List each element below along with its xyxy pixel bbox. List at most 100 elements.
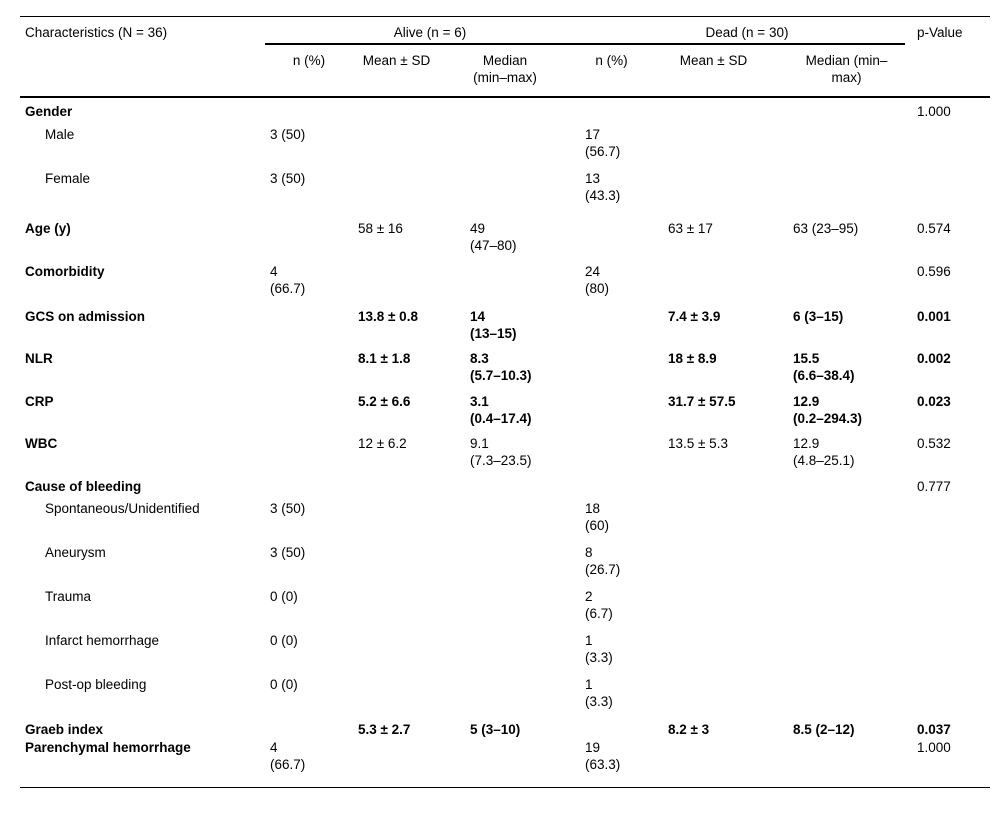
row-label: Parenchymal hemorrhage [25,740,191,755]
alive-mean-subheader: Mean ± SD [362,53,431,68]
table-row: Graeb index 5.3 ± 2.7 5 (3–10) 8.2 ± 3 8.5 (… [20,721,990,739]
cell-dead_median: 15.5 (6.6–38.4) [793,351,855,383]
row-label: WBC [25,436,58,451]
row-label: Male [45,127,75,142]
characteristics-header: Characteristics (N = 36) [25,25,168,40]
cell-dead_n: 1 (3.3) [585,677,613,709]
table-row: Infarct hemorrhage 0 (0) 1 (3.3) [20,632,990,676]
cell-p: 0.777 [917,479,951,494]
row-label: NLR [25,351,53,366]
cell-alive_median: 14 (13–15) [470,309,517,341]
cell-p: 0.002 [917,351,951,366]
table-row: Trauma 0 (0) 2 (6.7) [20,588,990,632]
cell-alive_median: 3.1 (0.4–17.4) [470,394,532,426]
pvalue-header: p-Value [917,25,963,40]
row-label: Female [45,171,91,186]
cell-alive_n: 4 (66.7) [270,264,306,296]
cell-alive_n: 0 (0) [270,633,298,648]
row-label: Post-op bleeding [45,677,147,692]
cell-p: 0.023 [917,394,951,409]
cell-dead_mean: 7.4 ± 3.9 [668,309,721,324]
cell-alive_n: 0 (0) [270,589,298,604]
cell-dead_n: 19 (63.3) [585,740,621,772]
subheader-spacer [20,45,265,96]
dead-n-subheader: n (%) [595,53,628,68]
row-label: Graeb index [25,722,104,737]
cell-p: 1.000 [917,104,951,119]
table-row: Aneurysm 3 (50) 8 (26.7) [20,544,990,588]
cell-p: 0.596 [917,264,951,279]
cell-alive_mean: 13.8 ± 0.8 [358,309,418,324]
cell-alive_mean: 5.3 ± 2.7 [358,722,411,737]
cell-alive_median: 8.3 (5.7–10.3) [470,351,532,383]
cell-p: 1.000 [917,740,951,755]
cell-p: 0.532 [917,436,951,451]
cell-alive_n: 3 (50) [270,501,306,516]
cell-alive_median: 49 (47–80) [470,221,517,253]
cell-alive_mean: 8.1 ± 1.8 [358,351,411,366]
table-row: WBC 12 ± 6.2 9.1 (7.3–23.5) 13.5 ± 5.3 12.9 … [20,435,990,478]
cell-alive_n: 3 (50) [270,127,306,142]
cell-alive_n: 0 (0) [270,677,298,692]
cell-dead_n: 24 (80) [585,264,610,296]
row-label: Gender [25,104,73,119]
cell-dead_mean: 31.7 ± 57.5 [668,394,736,409]
cell-alive_mean: 5.2 ± 6.6 [358,394,411,409]
row-label: GCS on admission [25,309,146,324]
cell-dead_n: 13 (43.3) [585,171,621,203]
cell-dead_n: 2 (6.7) [585,589,613,621]
dead-median-subheader: Median (min– max) [805,53,888,85]
cell-dead_median: 63 (23–95) [793,221,859,236]
row-label: Aneurysm [45,545,106,560]
cell-alive_mean: 58 ± 16 [358,221,403,236]
table-row: Spontaneous/Unidentified 3 (50) 18 (60) [20,500,990,544]
cell-dead_mean: 13.5 ± 5.3 [668,436,728,451]
table-subheaders: n (%) Mean ± SD Median (min–max) n (%) M… [20,45,990,98]
table-row: GCS on admission 13.8 ± 0.8 14 (13–15) 7.4 … [20,308,990,350]
cell-dead_n: 17 (56.7) [585,127,621,159]
table-row: Post-op bleeding 0 (0) 1 (3.3) [20,676,990,721]
alive-group-header: Alive (n = 6) [265,17,580,45]
table-row: Parenchymal hemorrhage 4 (66.7) 19 (63.3) 1… [20,739,990,773]
cell-p: 0.037 [917,722,951,737]
table-row: Male 3 (50) 17 (56.7) [20,126,990,170]
characteristics-table: Characteristics (N = 36) Alive (n = 6) D… [20,16,990,788]
table-body: Gender 1.000 Male 3 (50) 17 (56.7) Female 3 (5… [20,98,990,788]
cell-dead_mean: 18 ± 8.9 [668,351,717,366]
cell-dead_median: 12.9 (4.8–25.1) [793,436,855,468]
cell-p: 0.574 [917,221,951,236]
cell-dead_n: 8 (26.7) [585,545,621,577]
row-label: CRP [25,394,54,409]
row-label: Trauma [45,589,92,604]
table-row: Gender 1.000 [20,103,990,126]
table-row: Female 3 (50) 13 (43.3) [20,170,990,220]
table-header-groups: Characteristics (N = 36) Alive (n = 6) D… [20,17,990,45]
cell-dead_mean: 8.2 ± 3 [668,722,710,737]
subheader-spacer [905,45,990,96]
cell-alive_n: 4 (66.7) [270,740,306,772]
cell-alive_median: 9.1 (7.3–23.5) [470,436,532,468]
table-row: Comorbidity 4 (66.7) 24 (80) 0.596 [20,263,990,308]
row-label: Cause of bleeding [25,479,142,494]
row-label: Age (y) [25,221,71,236]
cell-alive_mean: 12 ± 6.2 [358,436,407,451]
dead-group-header: Dead (n = 30) [580,17,905,45]
cell-dead_median: 8.5 (2–12) [793,722,855,737]
cell-alive_n: 3 (50) [270,171,306,186]
cell-dead_n: 1 (3.3) [585,633,613,665]
table-row: NLR 8.1 ± 1.8 8.3 (5.7–10.3) 18 ± 8.9 15.5 (… [20,350,990,393]
cell-dead_mean: 63 ± 17 [668,221,713,236]
cell-dead_median: 6 (3–15) [793,309,844,324]
row-label: Comorbidity [25,264,105,279]
cell-dead_n: 18 (60) [585,501,610,533]
alive-n-subheader: n (%) [292,53,326,68]
cell-p: 0.001 [917,309,951,324]
cell-alive_median: 5 (3–10) [470,722,521,737]
table-row: CRP 5.2 ± 6.6 3.1 (0.4–17.4) 31.7 ± 57.5 12.… [20,393,990,435]
table-row: Cause of bleeding 0.777 [20,478,990,500]
table-row: Age (y) 58 ± 16 49 (47–80) 63 ± 17 63 (23–95… [20,220,990,263]
alive-median-subheader: Median (min–max) [473,53,537,85]
row-label: Spontaneous/Unidentified [45,501,200,516]
row-label: Infarct hemorrhage [45,633,160,648]
cell-dead_median: 12.9 (0.2–294.3) [793,394,863,426]
